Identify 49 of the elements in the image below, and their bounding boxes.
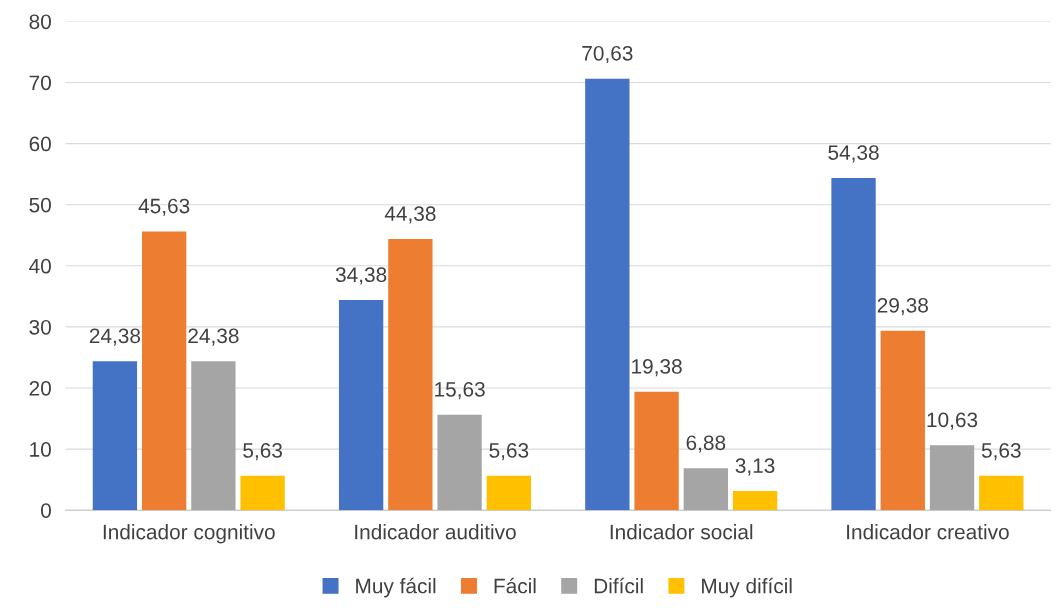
data-label: 10,63 [927, 412, 978, 430]
data-label: 24,38 [188, 328, 239, 346]
data-label: 5,63 [489, 443, 529, 461]
y-tick-label: 0 [41, 503, 51, 518]
y-tick-label: 50 [29, 197, 51, 213]
data-label: 15,63 [435, 381, 485, 400]
data-label: 70,63 [582, 45, 633, 64]
bar [437, 414, 482, 511]
bar [831, 177, 876, 511]
data-label: 45,63 [138, 198, 190, 216]
bar [240, 475, 285, 511]
y-tick-label: 40 [29, 258, 51, 274]
data-label: 5,63 [981, 443, 1021, 461]
bar [732, 491, 778, 511]
data-label: 54,38 [828, 145, 879, 163]
bar [191, 361, 236, 511]
y-tick-label: 30 [29, 319, 51, 335]
bar [585, 78, 630, 511]
x-tick-label: Indicador social [610, 524, 753, 540]
data-label: 6,88 [686, 435, 726, 453]
legend-label: Fácil [494, 577, 536, 594]
y-tick-label: 70 [29, 75, 51, 91]
bar [486, 475, 532, 511]
y-tick-label: 10 [30, 442, 51, 457]
bar [683, 468, 728, 511]
bar [929, 445, 975, 511]
data-label: 34,38 [335, 267, 387, 285]
bar [141, 231, 187, 511]
bar [979, 475, 1024, 511]
bar [92, 361, 138, 511]
y-tick-label: 60 [29, 136, 51, 152]
bar [634, 391, 679, 511]
data-label: 24,38 [89, 328, 141, 346]
bar [388, 239, 433, 511]
bar [338, 300, 384, 511]
x-tick-label: Indicador creativo [847, 524, 1009, 540]
bar [880, 330, 925, 511]
data-label: 19,38 [632, 359, 682, 377]
data-label: 3,13 [735, 458, 775, 476]
legend-label: Difícil [594, 577, 643, 594]
x-tick-label: Indicador auditivo [355, 524, 516, 540]
legend-label: Muy fácil [356, 577, 436, 598]
x-tick-label: Indicador cognitivo [103, 524, 275, 544]
data-label: 5,63 [243, 443, 282, 461]
data-label: 29,38 [877, 297, 928, 316]
y-tick-label: 80 [29, 14, 51, 30]
legend-label: Muy difícil [702, 577, 792, 598]
data-label: 44,38 [384, 206, 436, 224]
y-tick-label: 20 [29, 380, 51, 396]
